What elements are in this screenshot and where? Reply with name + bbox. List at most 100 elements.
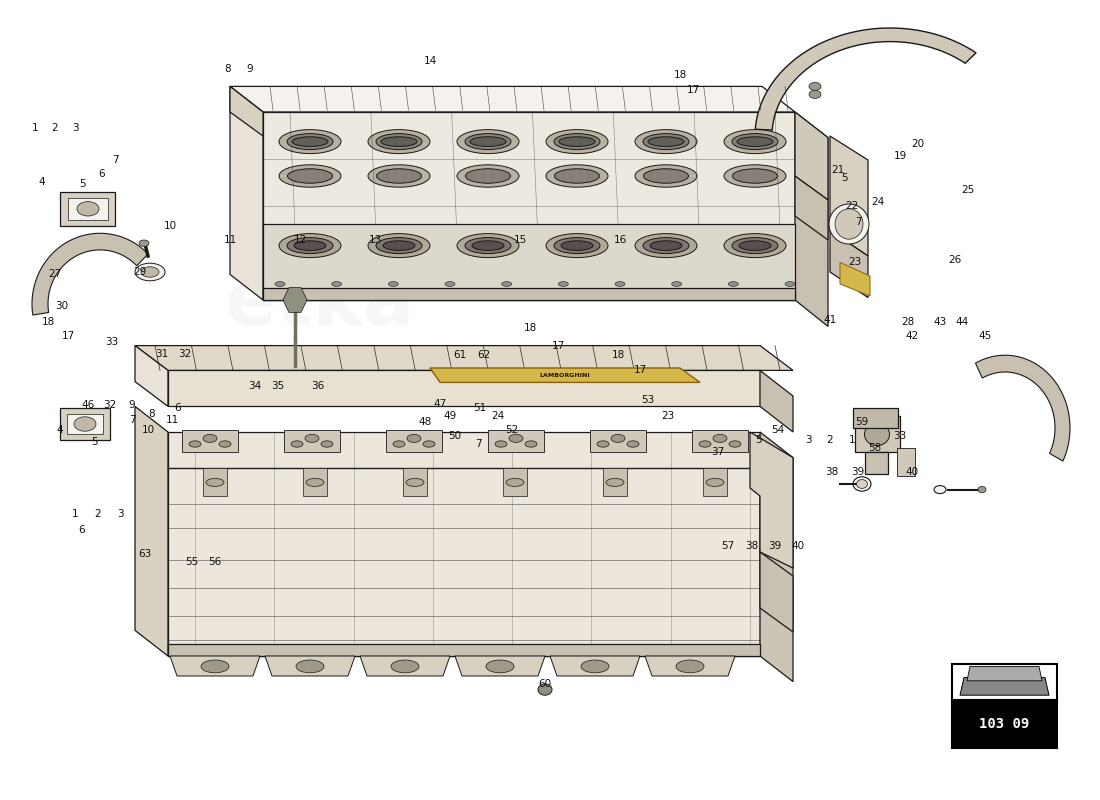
Text: 9: 9 [129,400,135,410]
Text: 42: 42 [905,331,918,341]
Polygon shape [60,408,110,440]
Text: 4: 4 [39,178,45,187]
Text: 5: 5 [91,437,98,446]
Ellipse shape [698,441,711,447]
Ellipse shape [465,169,510,183]
Ellipse shape [332,282,342,286]
Ellipse shape [733,169,778,183]
Polygon shape [68,198,108,220]
Text: 9: 9 [246,64,253,74]
Text: 10: 10 [142,426,155,435]
Text: 7: 7 [475,439,482,449]
Text: 23: 23 [661,411,674,421]
Text: 52: 52 [505,426,518,435]
Ellipse shape [135,263,165,281]
Text: 46: 46 [81,400,95,410]
Ellipse shape [713,434,727,442]
Text: 44: 44 [956,317,969,326]
Text: 18: 18 [673,70,686,80]
Ellipse shape [506,478,524,486]
Text: 19: 19 [893,151,906,161]
Text: LAMBORGHINI: LAMBORGHINI [540,373,591,378]
Polygon shape [168,370,760,406]
Ellipse shape [650,241,682,250]
Text: 47: 47 [433,399,447,409]
Text: 30: 30 [55,301,68,310]
Ellipse shape [287,134,333,150]
Ellipse shape [204,434,217,442]
Ellipse shape [279,234,341,258]
Ellipse shape [635,234,697,258]
Polygon shape [455,656,544,676]
Polygon shape [503,468,527,496]
Ellipse shape [275,282,285,286]
Ellipse shape [559,282,569,286]
Polygon shape [265,656,355,676]
Ellipse shape [368,130,430,154]
Ellipse shape [732,134,778,150]
Polygon shape [135,406,168,656]
Ellipse shape [865,423,890,446]
Text: 22: 22 [846,202,859,211]
Ellipse shape [644,238,689,254]
Polygon shape [360,656,450,676]
Text: etka: etka [224,267,416,341]
Text: 29: 29 [133,267,146,277]
Text: 26: 26 [948,255,961,265]
Text: 59: 59 [856,418,869,427]
Polygon shape [230,86,795,112]
Ellipse shape [706,478,724,486]
Text: 18: 18 [524,323,537,333]
Ellipse shape [724,130,786,154]
Text: 39: 39 [769,541,782,550]
Text: 28: 28 [901,317,914,326]
Polygon shape [760,432,793,682]
Ellipse shape [306,478,324,486]
Ellipse shape [615,282,625,286]
Text: 103 09: 103 09 [979,717,1030,731]
Text: 45: 45 [978,331,991,341]
Text: 18: 18 [42,317,55,326]
Polygon shape [550,656,640,676]
Polygon shape [386,430,442,452]
Text: 2: 2 [827,435,834,445]
Polygon shape [263,224,795,300]
Text: 61: 61 [453,350,466,360]
Ellipse shape [644,169,689,183]
Text: 15: 15 [514,235,527,245]
Text: 1: 1 [849,435,856,445]
Ellipse shape [388,282,398,286]
Polygon shape [284,430,340,452]
Polygon shape [760,370,793,432]
Ellipse shape [978,486,986,493]
Ellipse shape [606,478,624,486]
Text: 5: 5 [842,173,848,182]
Polygon shape [67,414,103,434]
Ellipse shape [808,90,821,98]
Ellipse shape [206,478,224,486]
Text: 5: 5 [755,435,761,445]
Text: 11: 11 [223,235,236,245]
Ellipse shape [376,238,422,254]
Polygon shape [976,355,1070,461]
Text: 32: 32 [178,349,191,358]
Ellipse shape [219,441,231,447]
Text: 49: 49 [443,411,456,421]
Ellipse shape [644,134,689,150]
Ellipse shape [546,234,608,258]
Text: 13: 13 [368,235,382,245]
Ellipse shape [296,660,324,673]
Ellipse shape [525,441,537,447]
Ellipse shape [472,241,504,250]
Polygon shape [182,430,238,452]
Text: 38: 38 [825,467,838,477]
Text: 50: 50 [449,431,462,441]
Ellipse shape [724,234,786,258]
Polygon shape [230,86,263,136]
Text: 8: 8 [148,410,155,419]
Text: 53: 53 [641,395,654,405]
Text: 60: 60 [538,679,551,689]
Text: ssion: ssion [331,522,469,598]
Ellipse shape [509,434,522,442]
Text: 1: 1 [72,509,78,518]
